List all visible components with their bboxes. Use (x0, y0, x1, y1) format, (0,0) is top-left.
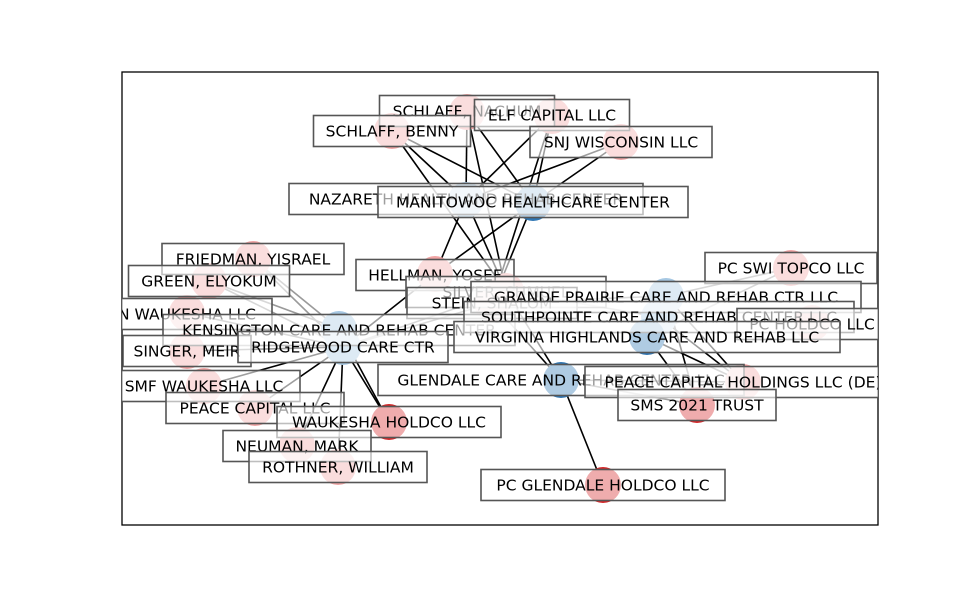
node-label-text: PC SWI TOPCO LLC (718, 260, 865, 278)
node-label-text: MANITOWOC HEALTHCARE CENTER (396, 194, 670, 212)
node-label-text: VIRGINIA HIGHLANDS CARE AND REHAB LLC (475, 329, 819, 347)
node-label-green: GREEN, ELYOKUM (127, 264, 291, 298)
node-label-pc_swi_topco: PC SWI TOPCO LLC (704, 251, 878, 285)
label-box (617, 388, 777, 422)
node-label-text: SNJ WISCONSIN LLC (544, 134, 698, 152)
label-box (480, 468, 726, 502)
node-label-text: WAUKESHA HOLDCO LLC (292, 414, 486, 432)
label-box (127, 264, 291, 298)
node-label-text: FRIEDMAN, YISRAEL (176, 251, 331, 269)
node-label-text: SCHLAFF, BENNY (326, 123, 459, 141)
label-box (529, 125, 713, 159)
label-box (312, 114, 472, 148)
node-label-text: SMF WAUKESHA LLC (125, 378, 284, 396)
node-label-text: GREEN, ELYOKUM (141, 273, 276, 291)
label-box (453, 320, 841, 354)
node-label-pc_glendale: PC GLENDALE HOLDCO LLC (480, 468, 726, 502)
node-label-text: RIDGEWOOD CARE CTR (251, 339, 435, 357)
node-label-text: SINGER, MEIR (134, 343, 241, 361)
node-label-text: ELF CAPITAL LLC (488, 107, 616, 125)
node-label-rothner: ROTHNER, WILLIAM (248, 450, 428, 484)
node-label-text: ROTHNER, WILLIAM (262, 459, 414, 477)
node-label-sms_2021: SMS 2021 TRUST (617, 388, 777, 422)
node-label-elf_capital: ELF CAPITAL LLC (473, 98, 631, 132)
node-label-virginia: VIRGINIA HIGHLANDS CARE AND REHAB LLC (453, 320, 841, 354)
edge-glendale-pc_glendale (560, 379, 604, 486)
node-label-schlaff_benny: SCHLAFF, BENNY (312, 114, 472, 148)
label-box (704, 251, 878, 285)
node-label-singer: SINGER, MEIR (122, 334, 252, 368)
node-label-text: PC GLENDALE HOLDCO LLC (496, 477, 709, 495)
node-label-manitowoc: MANITOWOC HEALTHCARE CENTER (377, 185, 689, 219)
label-box (377, 185, 689, 219)
node-label-snj_wisconsin: SNJ WISCONSIN LLC (529, 125, 713, 159)
label-box (473, 98, 631, 132)
node-label-text: PEACE CAPITAL HOLDINGS LLC (DE) (604, 374, 881, 392)
node-label-ridgewood: RIDGEWOOD CARE CTR (237, 330, 449, 364)
label-box (248, 450, 428, 484)
node-label-text: SMS 2021 TRUST (630, 397, 764, 415)
label-box (237, 330, 449, 364)
